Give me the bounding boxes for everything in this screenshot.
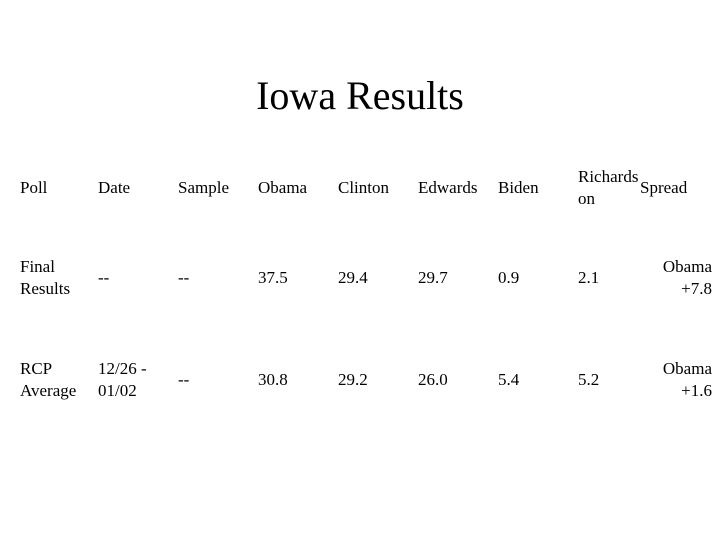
- row-cell: 5.2: [578, 336, 644, 424]
- row-cell: RCP Average: [20, 336, 94, 424]
- row-text: 30.8: [258, 370, 288, 389]
- row-text: 29.2: [338, 370, 368, 389]
- row-text: Obama +7.8: [662, 257, 712, 298]
- slide-title: Iowa Results: [256, 73, 464, 118]
- header-text: Sample: [178, 178, 229, 197]
- row-text: 0.9: [498, 268, 520, 287]
- row-text: 5.2: [578, 370, 600, 389]
- row-text: --: [178, 268, 190, 287]
- row-text: 37.5: [258, 268, 288, 287]
- row-text: RCP Average: [20, 359, 77, 400]
- row-cell: 29.2: [338, 336, 414, 424]
- header-cell: Clinton: [338, 160, 414, 216]
- row-cell: Obama +7.8: [640, 234, 712, 322]
- header-cell: Sample: [178, 160, 254, 216]
- header-cell: Edwards: [418, 160, 494, 216]
- row-cell: 5.4: [498, 336, 574, 424]
- row-text: 29.7: [418, 268, 448, 287]
- row-cell: 26.0: [418, 336, 494, 424]
- row-cell: 12/26 - 01/02: [98, 336, 164, 424]
- header-text: Clinton: [338, 178, 390, 197]
- row-cell: 0.9: [498, 234, 574, 322]
- row-cell: --: [178, 234, 254, 322]
- row-cell: Final Results: [20, 234, 94, 322]
- row-text: Final Results: [20, 257, 71, 298]
- row-cell: 2.1: [578, 234, 644, 322]
- row-cell: 37.5: [258, 234, 334, 322]
- row-text: --: [178, 370, 190, 389]
- row-text: 12/26 - 01/02: [98, 359, 147, 400]
- row-cell: 29.7: [418, 234, 494, 322]
- row-text: 29.4: [338, 268, 368, 287]
- header-cell: Richardson: [578, 160, 644, 216]
- header-cell: Spread: [640, 160, 712, 216]
- row-text: 26.0: [418, 370, 448, 389]
- row-text: 5.4: [498, 370, 520, 389]
- header-text: Obama: [258, 178, 308, 197]
- header-cell: Biden: [498, 160, 574, 216]
- row-cell: --: [98, 234, 164, 322]
- header-text: Date: [98, 178, 131, 197]
- header-cell: Date: [98, 160, 164, 216]
- row-cell: --: [178, 336, 254, 424]
- row-cell: Obama +1.6: [640, 336, 712, 424]
- row-cell: 30.8: [258, 336, 334, 424]
- row-cell: 29.4: [338, 234, 414, 322]
- header-text: Richardson: [578, 167, 639, 208]
- header-cell: Poll: [20, 160, 94, 216]
- header-text: Spread: [640, 178, 688, 197]
- header-cell: Obama: [258, 160, 334, 216]
- row-text: 2.1: [578, 268, 600, 287]
- header-text: Edwards: [418, 178, 478, 197]
- header-text: Biden: [498, 178, 539, 197]
- header-text: Poll: [20, 178, 48, 197]
- row-text: Obama +1.6: [662, 359, 712, 400]
- row-text: --: [98, 268, 110, 287]
